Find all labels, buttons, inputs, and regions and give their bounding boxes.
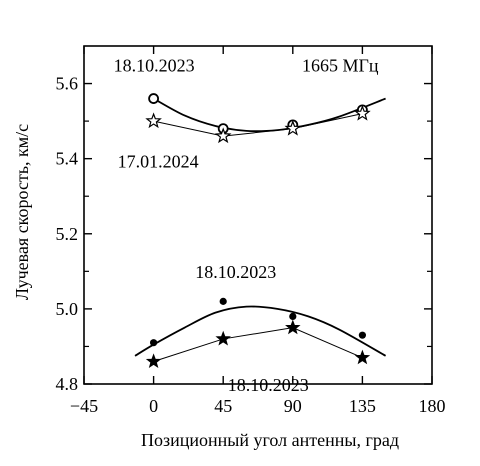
x-tick-label: −45 [70, 396, 98, 416]
x-tick-label: 180 [419, 396, 446, 416]
point-open-star [145, 112, 162, 129]
point-open-circle [148, 93, 160, 104]
point-open-star [214, 127, 232, 144]
fit-curve [134, 305, 387, 357]
y-axis-label: Лучевая скорость, км/с [12, 124, 32, 300]
axes: −45 0 45 90 135 180 4.8 5.0 5.2 5.4 5.6 [56, 45, 446, 416]
point-filled-star [215, 330, 231, 346]
point-filled-circle [358, 331, 366, 339]
x-tick-label: 135 [349, 396, 376, 416]
point-filled-circle [150, 339, 158, 347]
x-tick-label: 90 [284, 396, 302, 416]
point-filled-circle [289, 312, 297, 320]
point-open-star [284, 119, 302, 136]
y-tick-label: 4.8 [56, 374, 79, 394]
annotation-label: 1665 МГц [302, 56, 379, 76]
series-line [153, 113, 363, 137]
annotation-label: 18.10.2023 [195, 262, 276, 282]
point-filled-circle [219, 297, 227, 305]
x-tick-label: 0 [149, 396, 158, 416]
data-series [145, 93, 371, 369]
point-filled-star [354, 349, 371, 365]
fit-curve [153, 97, 386, 133]
x-tick-label: 45 [214, 396, 232, 416]
annotation-label: 18.10.2023 [114, 56, 195, 76]
annotation-label: 18.10.2023 [228, 375, 309, 395]
plot-frame [83, 45, 433, 385]
y-tick-label: 5.4 [56, 149, 79, 169]
y-tick-label: 5.6 [56, 74, 79, 94]
series-line [153, 327, 363, 362]
y-tick-label: 5.2 [56, 224, 79, 244]
fit-curves [134, 97, 387, 357]
annotations: 18.10.2023 1665 МГц 17.01.2024 18.10.2023 18… [114, 56, 379, 396]
y-tick-label: 5.0 [56, 299, 79, 319]
point-filled-star [285, 319, 301, 335]
annotation-label: 17.01.2024 [118, 152, 199, 172]
point-filled-star [145, 353, 162, 369]
point-open-star [354, 104, 371, 121]
x-axis-label: Позиционный угол антенны, град [141, 430, 399, 450]
